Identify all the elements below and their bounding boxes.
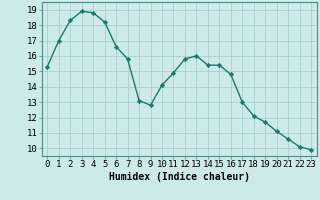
X-axis label: Humidex (Indice chaleur): Humidex (Indice chaleur) — [109, 172, 250, 182]
